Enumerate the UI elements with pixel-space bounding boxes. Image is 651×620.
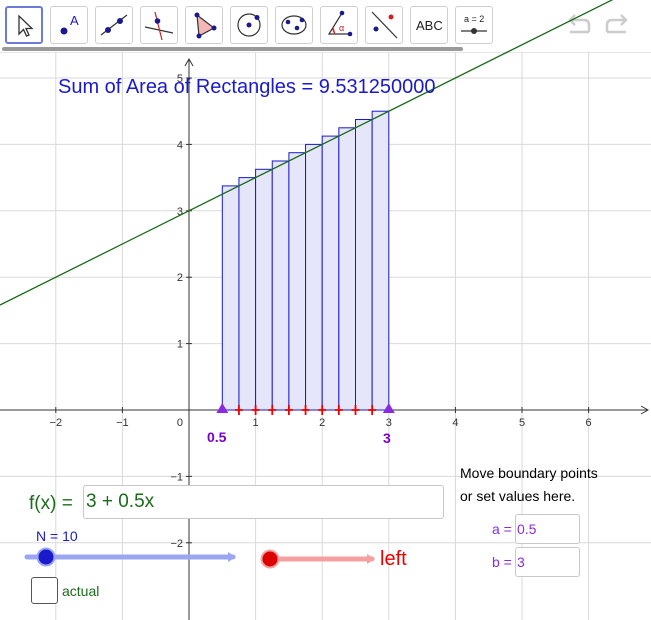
y-tick-label: 3 — [177, 206, 183, 218]
b-input[interactable] — [515, 547, 580, 577]
riemann-rectangle — [305, 143, 323, 411]
riemann-rectangle — [255, 168, 273, 411]
line-tool-button[interactable] — [95, 6, 133, 44]
n-slider-handle[interactable] — [36, 547, 56, 567]
n-slider-arrow — [228, 552, 236, 562]
slider-tool-button[interactable]: a = 2 — [455, 6, 493, 44]
reflect-icon — [371, 11, 398, 39]
x-tick-label: 3 — [386, 417, 392, 429]
b-boundary-point[interactable] — [382, 403, 395, 413]
sliders[interactable] — [24, 547, 375, 569]
function-line[interactable] — [0, 0, 651, 306]
x-tick-label: 5 — [519, 417, 525, 429]
riemann-rectangle — [271, 160, 290, 411]
y-axis-arrow — [184, 57, 194, 67]
function-graph[interactable] — [0, 0, 651, 306]
axes: −2 −1 1 2 3 4 5 6 −2 −1 1 2 3 4 5 0 — [0, 57, 650, 620]
slider-icon: a = 2 — [461, 14, 487, 34]
boundary-instructions-line2: or set values here. — [460, 488, 576, 504]
x-tick-label: 6 — [586, 417, 592, 429]
boundary-instructions-line1: Move boundary points — [460, 465, 598, 481]
y-tick-label: −2 — [170, 538, 183, 550]
riemann-rectangle — [355, 119, 373, 411]
partition-markers — [234, 405, 377, 415]
direction-slider-arrow — [367, 554, 375, 564]
boundary-points[interactable] — [216, 403, 395, 413]
a-boundary-point[interactable] — [216, 403, 229, 413]
redo-icon[interactable] — [601, 12, 633, 40]
angle-tool-button[interactable]: α — [320, 6, 358, 44]
point-tool-button[interactable]: A — [50, 6, 88, 44]
angle-icon: α — [327, 10, 353, 37]
a-point-label: 0.5 — [207, 429, 227, 445]
svg-text:ABC: ABC — [416, 18, 443, 33]
perpendicular-icon — [144, 11, 174, 41]
a-input[interactable] — [515, 514, 580, 544]
x-tick-label: 2 — [319, 417, 325, 429]
circle-tool-button[interactable] — [230, 6, 268, 44]
b-point-label: 3 — [383, 430, 391, 446]
b-input-label: b = — [492, 554, 512, 570]
y-tick-label: 5 — [177, 73, 183, 85]
point-icon: A — [60, 13, 79, 35]
x-tick-label: −2 — [50, 417, 63, 429]
undo-icon[interactable] — [563, 12, 595, 40]
y-tick-label: 4 — [177, 139, 183, 151]
riemann-rectangle — [288, 152, 307, 411]
actual-checkbox-label: actual — [62, 583, 100, 599]
y-tick-label: −1 — [170, 471, 183, 483]
polygon-tool-button[interactable] — [185, 6, 223, 44]
circle-icon — [237, 13, 261, 37]
y-tick-label: 1 — [177, 339, 183, 351]
riemann-rectangle — [221, 185, 240, 411]
move-tool-button[interactable] — [5, 6, 43, 44]
reflect-tool-button[interactable] — [365, 6, 403, 44]
actual-checkbox[interactable] — [31, 577, 58, 604]
n-slider-label: N = 10 — [36, 528, 78, 544]
text-icon: ABC — [416, 18, 443, 33]
toolbar-scrollbar[interactable] — [2, 47, 463, 51]
text-tool-button[interactable]: ABC — [410, 6, 448, 44]
x-tick-label: 1 — [253, 417, 259, 429]
function-input-label: f(x) = — [29, 493, 73, 514]
y-tick-label: 2 — [177, 272, 183, 284]
a-input-label: a = — [492, 521, 512, 537]
cursor-icon — [18, 14, 34, 37]
perpendicular-line-tool-button[interactable] — [140, 6, 178, 44]
x-tick-label: −1 — [116, 417, 129, 429]
direction-slider-handle[interactable] — [260, 549, 280, 569]
sum-area-label: Sum of Area of Rectangles = 9.531250000 — [58, 76, 436, 98]
function-input[interactable] — [83, 485, 444, 519]
direction-slider-label: left — [380, 548, 407, 570]
toolbar: A — [0, 0, 651, 53]
svg-text:α: α — [339, 23, 344, 33]
conic-icon — [281, 15, 307, 35]
line-icon — [100, 14, 128, 36]
x-tick-label: 4 — [452, 417, 458, 429]
riemann-rectangle — [321, 135, 340, 411]
riemann-rectangle — [338, 127, 357, 411]
svg-text:a = 2: a = 2 — [464, 14, 484, 24]
origin-label: 0 — [177, 417, 183, 429]
polygon-icon — [194, 12, 217, 39]
riemann-rectangle — [238, 177, 257, 411]
conic-tool-button[interactable] — [275, 6, 313, 44]
riemann-rectangle — [371, 110, 390, 411]
svg-text:A: A — [70, 13, 79, 28]
x-axis-arrow — [640, 405, 650, 415]
riemann-rectangles — [221, 110, 390, 411]
